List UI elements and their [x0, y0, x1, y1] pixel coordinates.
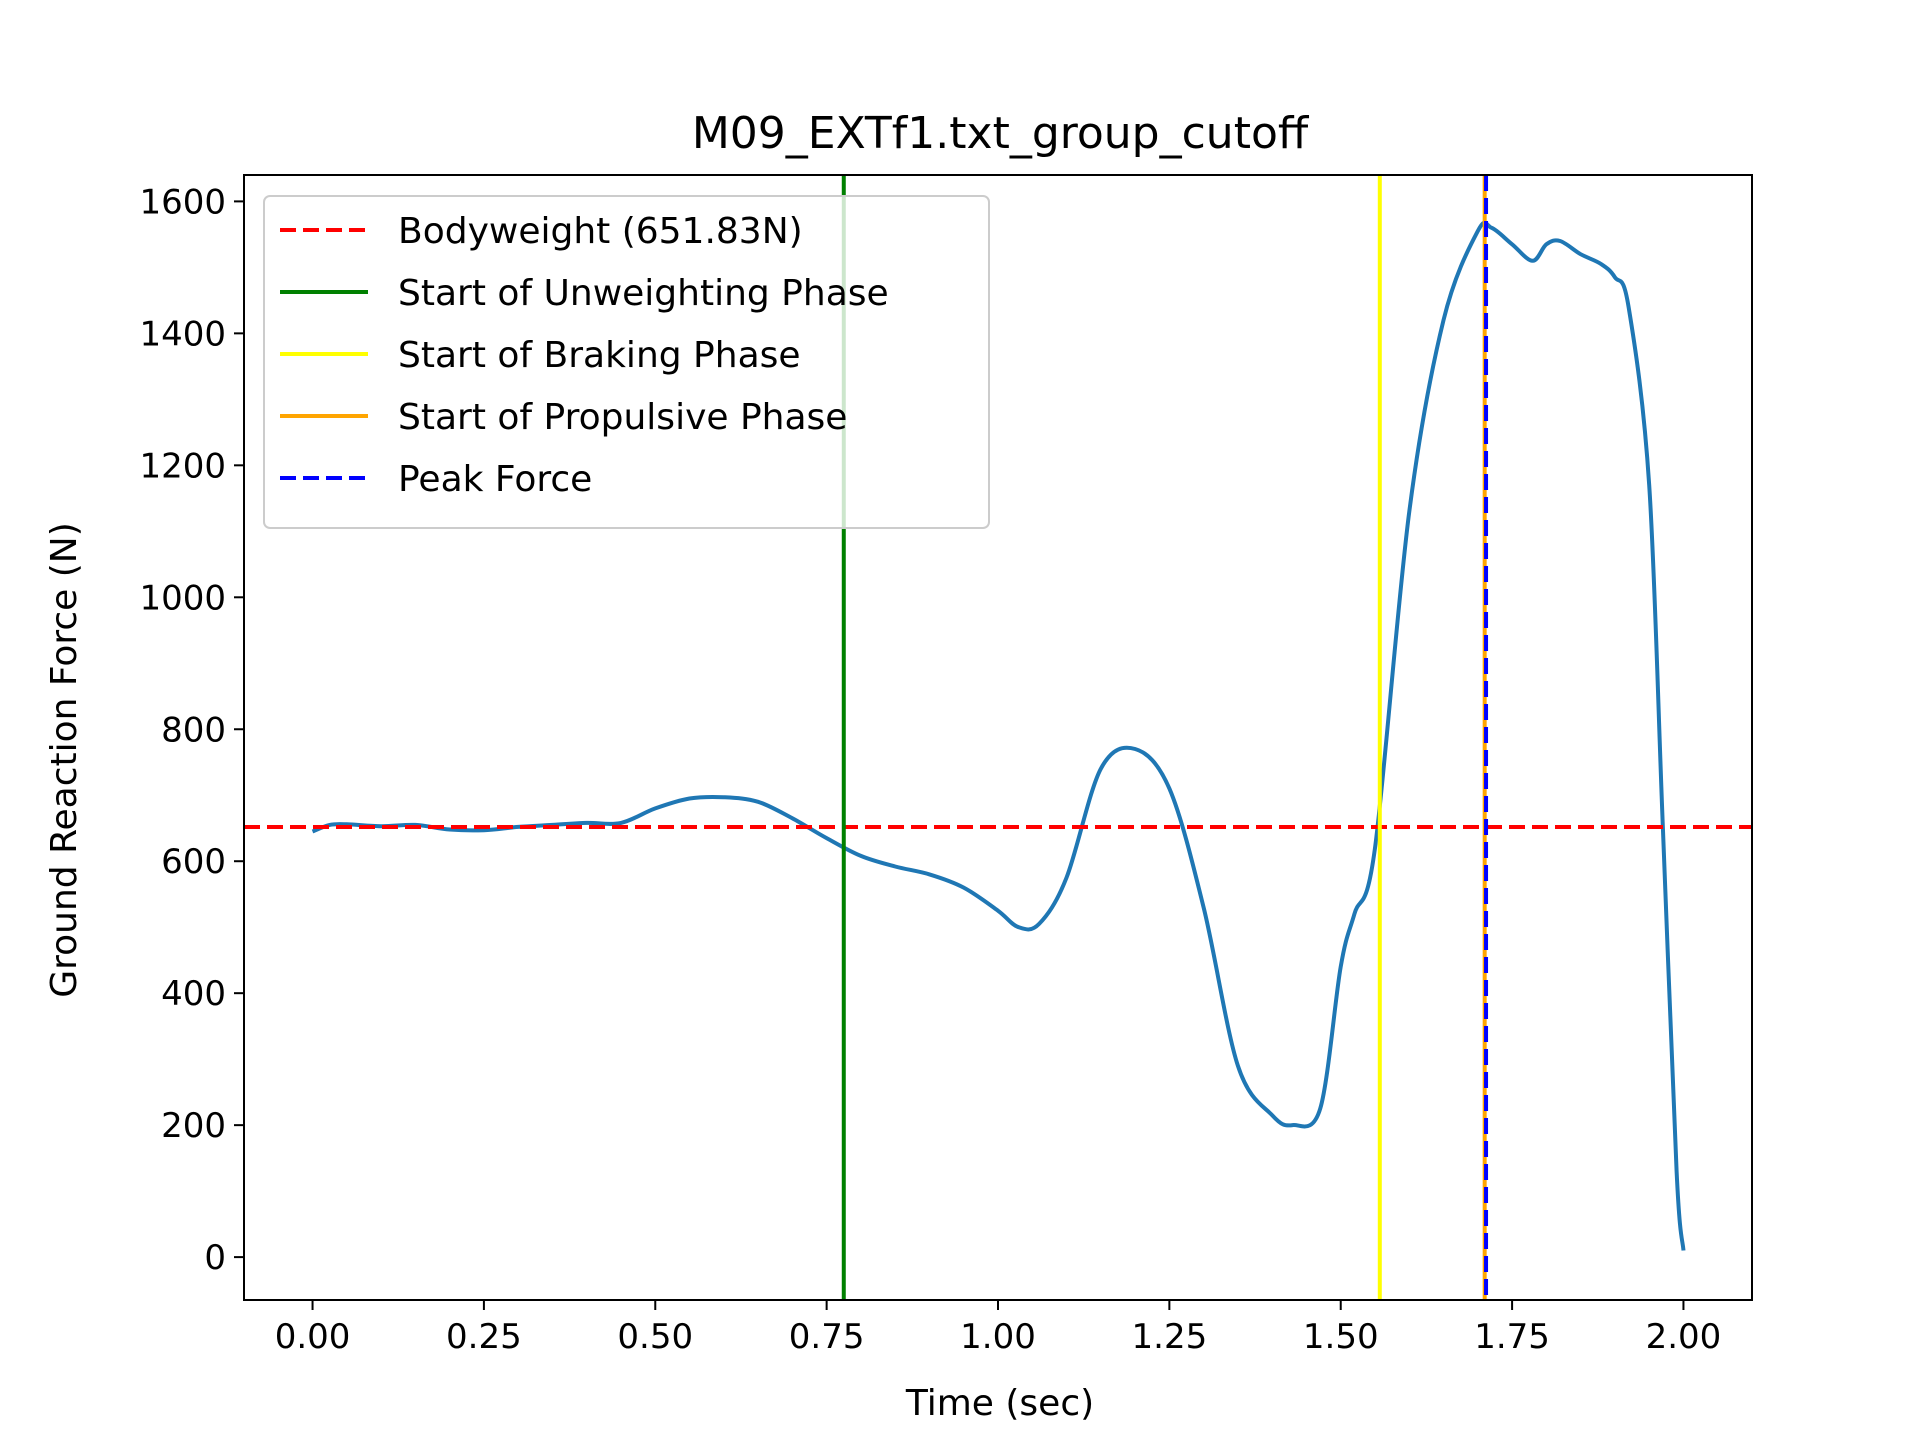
- y-tick-label: 1200: [139, 446, 226, 486]
- x-tick-label: 2.00: [1646, 1317, 1722, 1357]
- x-tick-label: 1.50: [1303, 1317, 1379, 1357]
- chart-title: M09_EXTf1.txt_group_cutoff: [692, 108, 1310, 159]
- force-series-line: [311, 220, 1686, 1251]
- x-tick-label: 0.75: [789, 1317, 865, 1357]
- y-tick-label: 1400: [139, 314, 226, 354]
- y-axis-label: Ground Reaction Force (N): [44, 522, 85, 998]
- y-tick-label: 1000: [139, 578, 226, 618]
- legend-label: Start of Braking Phase: [398, 335, 801, 376]
- legend: Bodyweight (651.83N) Start of Unweighting…: [263, 195, 990, 529]
- legend-label: Bodyweight (651.83N): [398, 211, 803, 252]
- legend-label: Start of Unweighting Phase: [398, 273, 889, 314]
- legend-label: Peak Force: [398, 459, 592, 500]
- y-tick-label: 1600: [139, 182, 226, 222]
- legend-label: Start of Propulsive Phase: [398, 397, 847, 438]
- y-tick-label: 200: [161, 1106, 226, 1146]
- axes: 0.00 0.25 0.50 0.75 1.00 1.25 1.50 1.75 2.00 0 200…: [139, 174, 1753, 1357]
- x-tick-label: 0.00: [275, 1317, 351, 1357]
- y-tick-label: 600: [161, 842, 226, 882]
- legend-box: [263, 195, 990, 529]
- y-tick-label: 800: [161, 710, 226, 750]
- x-tick-label: 1.75: [1474, 1317, 1550, 1357]
- x-axis-label: Time (sec): [905, 1383, 1094, 1424]
- x-tick-label: 1.00: [960, 1317, 1036, 1357]
- x-tick-label: 0.25: [446, 1317, 522, 1357]
- y-tick-label: 0: [204, 1238, 226, 1278]
- y-tick-label: 400: [161, 974, 226, 1014]
- x-tick-label: 1.25: [1132, 1317, 1208, 1357]
- x-tick-label: 0.50: [617, 1317, 693, 1357]
